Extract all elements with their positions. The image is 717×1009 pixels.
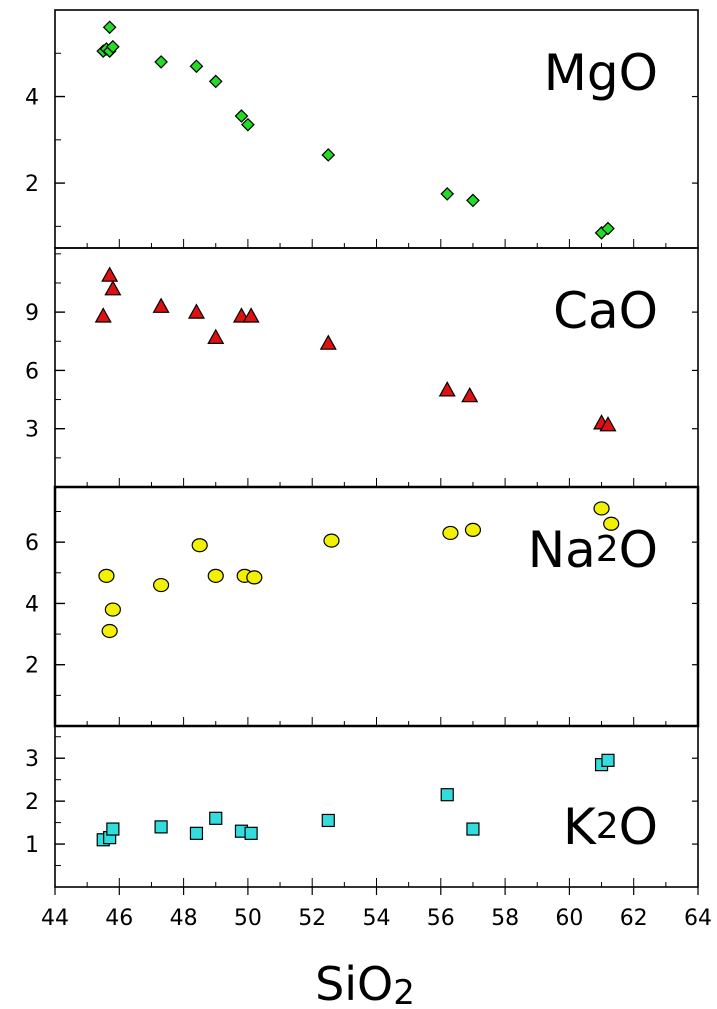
- data-point-k2o: [601, 753, 615, 767]
- data-point-na2o: [464, 522, 482, 537]
- x-axis-tick-label: 44: [41, 906, 69, 931]
- x-axis-tick-label: 54: [363, 906, 391, 931]
- data-point-k2o: [321, 813, 335, 828]
- data-point-k2o: [466, 822, 480, 836]
- panel-label-k2o-part: O: [619, 798, 658, 856]
- data-point-mgo: [601, 221, 615, 236]
- x-axis-tick-label: 64: [684, 906, 712, 931]
- data-point-mgo: [321, 148, 336, 162]
- data-point-mgo: [154, 55, 168, 69]
- data-point-na2o: [152, 577, 170, 593]
- data-point-cao: [101, 266, 119, 282]
- panel-mgo: 2 4 MgO: [25, 9, 699, 249]
- data-point-k2o: [154, 820, 168, 834]
- data-point-na2o: [101, 623, 118, 639]
- data-point-mgo: [234, 109, 249, 123]
- panel-label-k2o-digit: 2: [596, 806, 619, 847]
- x-axis: 44 46 48 50 52 54 56 58 60 62 64: [41, 887, 712, 931]
- data-point-cao: [461, 386, 479, 403]
- y-tick-label-k2o: 1: [25, 833, 39, 858]
- data-point-cao: [104, 280, 122, 296]
- x-axis-tick-label: 56: [427, 906, 455, 931]
- data-point-na2o: [207, 568, 224, 583]
- data-point-k2o: [244, 826, 258, 840]
- data-point-na2o: [246, 570, 263, 585]
- x-axis-title-main: SiO: [315, 957, 393, 1009]
- panel-label-cao: CaO: [553, 282, 658, 340]
- data-point-na2o: [98, 568, 115, 583]
- y-tick-label-mgo: 4: [25, 86, 39, 111]
- data-point-mgo: [241, 117, 255, 132]
- data-point-na2o: [442, 525, 459, 541]
- data-point-cao: [242, 307, 260, 323]
- data-point-na2o: [104, 602, 121, 617]
- data-point-na2o: [323, 533, 340, 548]
- data-point-mgo: [440, 187, 455, 201]
- y-tick-label-k2o: 3: [25, 747, 39, 772]
- x-axis-tick-label: 48: [170, 906, 198, 931]
- y-tick-label-na2o: 2: [25, 654, 39, 679]
- y-tick-label-cao: 6: [25, 359, 39, 384]
- x-axis-tick-label: 60: [555, 906, 583, 931]
- panel-label-na2o-part: O: [619, 521, 658, 579]
- y-tick-label-cao: 3: [25, 418, 39, 443]
- data-point-cao: [599, 416, 617, 432]
- panel-label-na2o-digit: 2: [596, 529, 619, 570]
- data-point-na2o: [191, 538, 208, 553]
- data-point-cao: [94, 307, 112, 323]
- y-tick-label-na2o: 6: [25, 531, 39, 556]
- data-point-na2o: [593, 501, 610, 516]
- data-point-mgo: [189, 59, 204, 74]
- data-point-mgo: [102, 20, 117, 35]
- panel-label-k2o-part: K: [563, 798, 597, 856]
- data-point-k2o: [106, 822, 120, 836]
- data-point-cao: [207, 328, 225, 344]
- panel-label-na2o: Na2O: [528, 521, 658, 579]
- data-point-k2o: [209, 811, 223, 825]
- data-point-cao: [152, 297, 170, 313]
- panel-cao: 3 6 9 CaO: [25, 247, 699, 488]
- data-point-k2o: [440, 788, 454, 802]
- data-point-cao: [438, 381, 456, 397]
- x-axis-tick-label: 52: [298, 906, 326, 931]
- x-axis-title-subscript: 2: [393, 973, 415, 1009]
- x-axis-tick-label: 58: [491, 906, 519, 931]
- y-tick-label-k2o: 2: [25, 790, 39, 815]
- data-point-cao: [187, 303, 205, 319]
- data-point-mgo: [106, 39, 120, 54]
- x-axis-tick-label: 46: [105, 906, 133, 931]
- data-point-mgo: [208, 74, 223, 89]
- data-point-na2o: [603, 516, 620, 531]
- x-axis-tick-label: 62: [620, 906, 648, 931]
- y-tick-label-cao: 9: [25, 301, 39, 326]
- y-tick-label-mgo: 2: [25, 172, 39, 197]
- panel-frame-na2o: [53, 485, 700, 728]
- y-tick-label-na2o: 4: [25, 592, 39, 617]
- data-point-k2o: [189, 826, 204, 840]
- x-axis-tick-label: 50: [234, 906, 262, 931]
- panel-label-k2o: K2O: [563, 798, 658, 856]
- data-point-mgo: [466, 193, 480, 208]
- data-point-cao: [319, 334, 337, 350]
- panel-na2o: 246 Na2O: [25, 485, 700, 728]
- panel-label-mgo: MgO: [544, 44, 658, 102]
- panel-label-na2o-part: Na: [528, 521, 596, 579]
- x-axis-title: SiO2: [315, 957, 415, 1009]
